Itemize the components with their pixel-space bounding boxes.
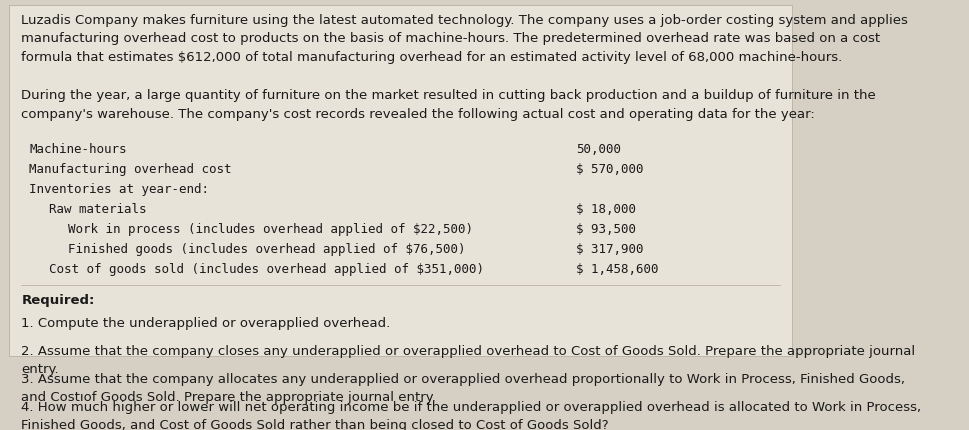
Text: During the year, a large quantity of furniture on the market resulted in cutting: During the year, a large quantity of fur… xyxy=(21,89,876,120)
Text: Inventories at year-end:: Inventories at year-end: xyxy=(29,183,209,196)
Text: 2. Assume that the company closes any underapplied or overapplied overhead to Co: 2. Assume that the company closes any un… xyxy=(21,345,916,376)
Text: 4. How much higher or lower will net operating income be if the underapplied or : 4. How much higher or lower will net ope… xyxy=(21,401,922,430)
Text: $ 317,900: $ 317,900 xyxy=(577,243,643,256)
Text: $ 93,500: $ 93,500 xyxy=(577,223,637,236)
Text: Raw materials: Raw materials xyxy=(49,203,146,216)
Text: 1. Compute the underapplied or overapplied overhead.: 1. Compute the underapplied or overappli… xyxy=(21,317,391,330)
Text: $ 18,000: $ 18,000 xyxy=(577,203,637,216)
FancyBboxPatch shape xyxy=(10,5,792,356)
Text: Luzadis Company makes furniture using the latest automated technology. The compa: Luzadis Company makes furniture using th… xyxy=(21,14,908,64)
Text: 3. Assume that the company allocates any underapplied or overapplied overhead pr: 3. Assume that the company allocates any… xyxy=(21,373,905,404)
Text: Work in process (includes overhead applied of $22,500): Work in process (includes overhead appli… xyxy=(68,223,473,236)
Text: 50,000: 50,000 xyxy=(577,143,621,156)
Text: Manufacturing overhead cost: Manufacturing overhead cost xyxy=(29,163,232,176)
Text: Cost of goods sold (includes overhead applied of $351,000): Cost of goods sold (includes overhead ap… xyxy=(49,263,484,276)
Text: $ 570,000: $ 570,000 xyxy=(577,163,643,176)
Text: $ 1,458,600: $ 1,458,600 xyxy=(577,263,659,276)
Text: Machine-hours: Machine-hours xyxy=(29,143,127,156)
Text: Finished goods (includes overhead applied of $76,500): Finished goods (includes overhead applie… xyxy=(68,243,465,256)
Text: Required:: Required: xyxy=(21,294,95,307)
